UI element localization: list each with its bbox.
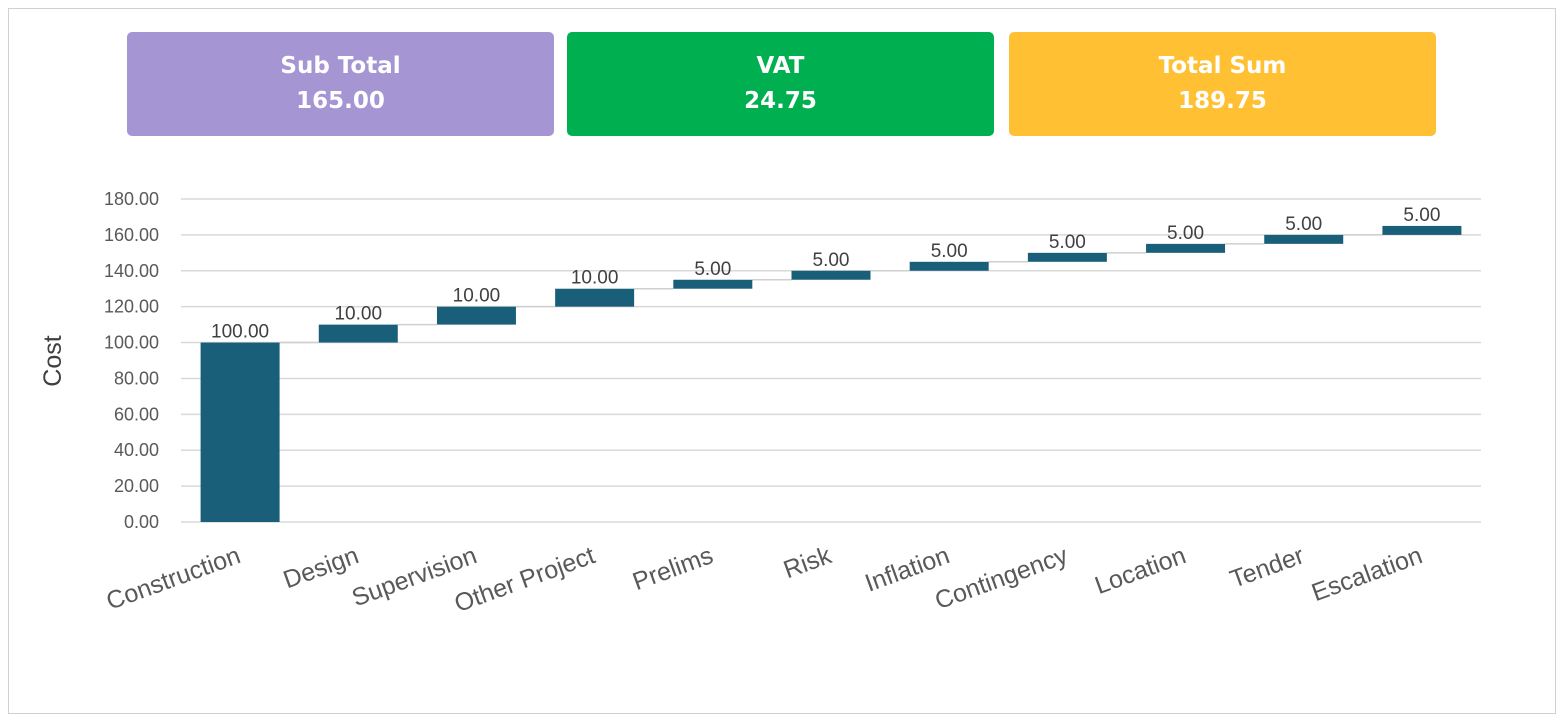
x-category-label: Contingency: [931, 541, 1072, 615]
y-tick-label: 20.00: [114, 476, 159, 496]
data-label: 5.00: [1403, 205, 1440, 226]
y-tick-label: 140.00: [104, 261, 159, 281]
total-card: Total Sum 189.75: [1009, 32, 1436, 136]
bar-other-project: [555, 288, 635, 307]
y-tick-label: 100.00: [104, 333, 159, 353]
data-label: 5.00: [1167, 223, 1204, 244]
y-tick-label: 80.00: [114, 368, 159, 388]
bar-tender: [1264, 234, 1344, 244]
data-label: 5.00: [931, 241, 968, 262]
y-axis-title: Cost: [39, 335, 67, 386]
x-category-label: Construction: [103, 541, 244, 615]
bars: [200, 225, 1462, 522]
subtotal-card: Sub Total 165.00: [127, 32, 554, 136]
bar-design: [318, 324, 398, 343]
total-label: Total Sum: [1158, 53, 1287, 79]
y-axis-ticks: 0.00 20.00 40.00 60.00 80.00 100.00 120.00 140.…: [104, 189, 159, 532]
vat-label: VAT: [756, 53, 805, 79]
y-tick-label: 0.00: [124, 512, 159, 532]
data-label: 5.00: [813, 250, 850, 271]
vat-card: VAT 24.75: [567, 32, 994, 136]
data-label: 100.00: [211, 322, 269, 343]
total-value: 189.75: [1178, 88, 1267, 114]
x-category-label: Tender: [1226, 541, 1307, 593]
data-label: 5.00: [1285, 214, 1322, 235]
gridlines: [181, 198, 1481, 523]
x-category-label: Risk: [780, 541, 836, 584]
y-tick-label: 60.00: [114, 404, 159, 424]
x-category-label: Prelims: [629, 541, 717, 596]
data-label: 10.00: [334, 304, 382, 325]
x-category-label: Location: [1091, 541, 1189, 600]
y-tick-label: 160.00: [104, 225, 159, 245]
subtotal-value: 165.00: [296, 88, 385, 114]
y-tick-label: 180.00: [104, 189, 159, 209]
connector-lines: [279, 234, 1383, 344]
bar-risk: [791, 270, 871, 280]
bar-location: [1146, 243, 1226, 253]
bar-contingency: [1027, 252, 1107, 262]
data-label: 10.00: [453, 286, 501, 307]
x-category-label: Escalation: [1308, 541, 1426, 607]
data-label: 5.00: [1049, 232, 1086, 253]
y-tick-label: 120.00: [104, 297, 159, 317]
bar-supervision: [436, 306, 516, 325]
data-label: 5.00: [694, 259, 731, 280]
bar-construction: [200, 342, 280, 522]
bar-inflation: [909, 261, 989, 271]
vat-value: 24.75: [744, 88, 817, 114]
data-labels: 100.00 10.00 10.00 10.00 5.00 5.00 5.00 5.00 5.0…: [211, 205, 1440, 343]
data-label: 10.00: [571, 268, 619, 289]
bar-prelims: [673, 279, 753, 289]
y-tick-label: 40.00: [114, 440, 159, 460]
bar-escalation: [1382, 225, 1462, 235]
subtotal-label: Sub Total: [280, 53, 401, 79]
